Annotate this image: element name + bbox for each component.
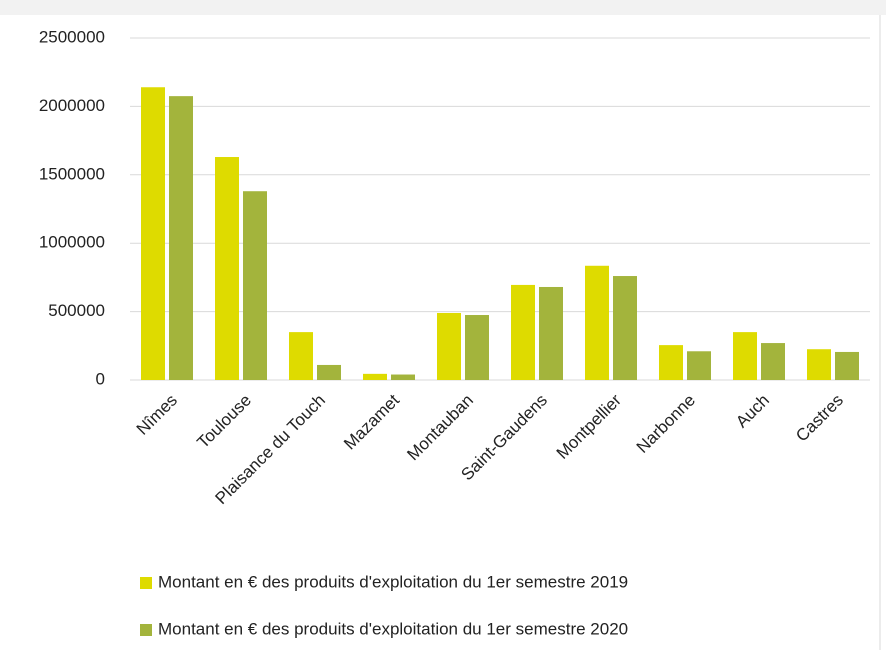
bar	[243, 191, 267, 380]
bar	[613, 276, 637, 380]
x-tick-label: Montauban	[403, 391, 477, 465]
legend-label: Montant en € des produits d'exploitation…	[158, 619, 628, 638]
bar	[141, 87, 165, 381]
bar	[659, 345, 683, 380]
bar	[391, 374, 415, 380]
legend-swatch	[140, 577, 152, 589]
bar	[733, 332, 757, 380]
bar	[585, 265, 609, 380]
bar	[539, 286, 563, 380]
bar	[215, 157, 239, 380]
x-tick-label: Mazamet	[340, 390, 403, 453]
bar	[317, 364, 341, 380]
x-tick-label: Auch	[732, 391, 773, 432]
x-tick-label: Montpellier	[553, 390, 625, 462]
y-tick-label: 1000000	[39, 233, 105, 252]
bar	[169, 96, 193, 380]
bar	[807, 349, 831, 380]
x-tick-label: Castres	[792, 391, 847, 446]
bar	[363, 373, 387, 380]
bar	[289, 332, 313, 380]
y-tick-label: 1500000	[39, 164, 105, 183]
y-tick-label: 2500000	[39, 27, 105, 46]
bar	[761, 343, 785, 380]
x-tick-label: Nîmes	[133, 391, 181, 439]
y-tick-label: 0	[96, 369, 105, 388]
x-tick-label: Narbonne	[633, 391, 699, 457]
bar	[687, 351, 711, 380]
legend-label: Montant en € des produits d'exploitation…	[158, 572, 628, 591]
top-strip	[0, 0, 886, 15]
bar	[437, 312, 461, 380]
bar	[511, 284, 535, 380]
legend-swatch	[140, 624, 152, 636]
y-tick-label: 2000000	[39, 96, 105, 115]
bar	[835, 351, 859, 380]
x-tick-label: Toulouse	[193, 391, 255, 453]
bar	[465, 315, 489, 380]
y-tick-label: 500000	[48, 301, 105, 320]
